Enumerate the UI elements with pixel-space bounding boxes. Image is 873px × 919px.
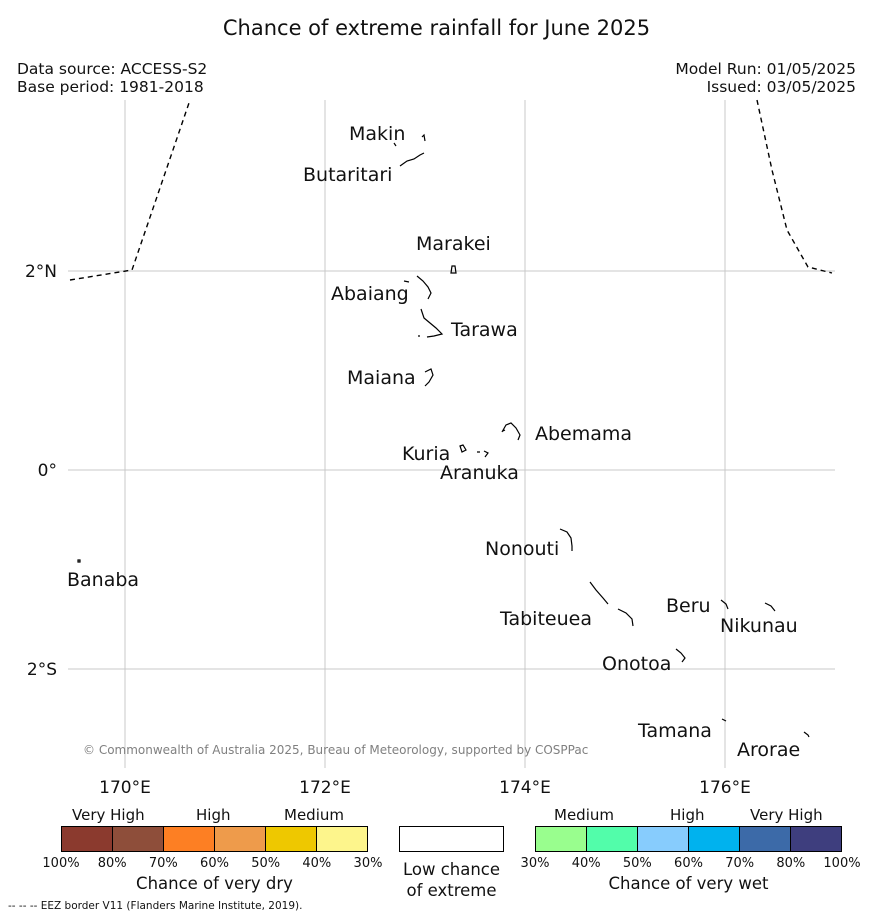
lat-label-2s: 2°S — [27, 660, 57, 680]
island-abemama — [501, 422, 521, 441]
island-kuria — [459, 444, 467, 453]
low-chance-line1: Low chance — [402, 860, 501, 879]
island-outlines — [77, 133, 810, 738]
issued-date: Issued: 03/05/2025 — [706, 78, 856, 96]
place-maiana: Maiana — [347, 367, 416, 389]
island-aranuka — [477, 450, 489, 458]
place-banaba: Banaba — [67, 569, 139, 591]
dry-swatch-3 — [215, 827, 266, 851]
dry-swatch-4 — [266, 827, 317, 851]
wet-cat-medium: Medium — [554, 806, 614, 824]
wet-tick-5: 80% — [776, 856, 806, 871]
place-onotoa: Onotoa — [602, 653, 671, 675]
place-abaiang: Abaiang — [331, 283, 409, 305]
low-chance-swatch — [399, 826, 504, 852]
island-marakei — [450, 265, 457, 274]
wet-cat-high: High — [670, 806, 705, 824]
island-nonouti — [559, 528, 573, 551]
place-kuria: Kuria — [402, 443, 450, 465]
place-nikunau: Nikunau — [720, 615, 798, 637]
island-arorae — [803, 731, 810, 738]
map-title: Chance of extreme rainfall for June 2025 — [222, 16, 651, 40]
wet-swatch-2 — [638, 827, 689, 851]
wet-tick-6: 100% — [823, 856, 861, 871]
island-tabiteuea — [589, 581, 634, 627]
wet-swatch-3 — [689, 827, 740, 851]
base-period: Base period: 1981-2018 — [17, 78, 204, 96]
lat-labels: 2°N 0° 2°S — [25, 262, 57, 680]
wet-swatch-1 — [587, 827, 638, 851]
island-beru — [720, 599, 729, 610]
low-chance-label: Low chance of extreme — [380, 859, 523, 901]
island-butaritari — [399, 152, 425, 167]
wet-swatch-0 — [536, 827, 587, 851]
place-arorae: Arorae — [737, 739, 800, 761]
wet-tick-0: 30% — [520, 856, 550, 871]
place-beru: Beru — [666, 595, 711, 617]
dry-tick-2: 70% — [148, 856, 178, 871]
island-tarawa — [418, 308, 444, 338]
dry-tick-6: 30% — [353, 856, 383, 871]
dry-cat-high: High — [196, 806, 231, 824]
copyright-notice: © Commonwealth of Australia 2025, Bureau… — [83, 743, 588, 757]
dry-tick-4: 50% — [251, 856, 281, 871]
wet-tick-1: 40% — [571, 856, 601, 871]
place-labels: Makin Butaritari Marakei Abaiang Tarawa … — [67, 123, 800, 761]
lat-label-0: 0° — [38, 461, 57, 481]
wet-tick-3: 60% — [674, 856, 703, 871]
wet-swatch-5 — [791, 827, 841, 851]
lon-label-170e: 170°E — [99, 778, 151, 798]
island-maiana — [424, 368, 434, 387]
dry-swatch-2 — [164, 827, 215, 851]
lat-label-2n: 2°N — [25, 262, 57, 282]
graticule — [68, 100, 835, 768]
place-butaritari: Butaritari — [303, 164, 392, 186]
island-banaba — [77, 559, 81, 563]
place-makin: Makin — [349, 123, 405, 145]
eez-border — [69, 99, 833, 281]
wet-colorbar — [535, 826, 842, 852]
dry-tick-0: 100% — [42, 856, 80, 871]
island-tamana — [721, 718, 727, 722]
dry-cat-medium: Medium — [284, 806, 344, 824]
lon-label-176e: 176°E — [699, 778, 751, 798]
low-chance-line2: of extreme — [406, 881, 497, 900]
eez-border-west — [69, 99, 191, 281]
dry-colorbar — [61, 826, 368, 852]
run-info: Model Run: 01/05/2025 Issued: 03/05/2025 — [675, 60, 856, 96]
island-makin — [393, 133, 426, 147]
island-nikunau — [764, 602, 776, 612]
dry-swatch-5 — [317, 827, 367, 851]
model-run: Model Run: 01/05/2025 — [675, 60, 856, 78]
island-onotoa — [675, 648, 686, 663]
place-marakei: Marakei — [416, 233, 491, 255]
place-tarawa: Tarawa — [450, 319, 518, 341]
wet-tick-2: 50% — [622, 856, 652, 871]
lon-labels: 170°E 172°E 174°E 176°E — [99, 778, 751, 798]
place-nonouti: Nonouti — [485, 538, 559, 560]
lon-label-172e: 172°E — [299, 778, 351, 798]
dry-tick-3: 60% — [200, 856, 229, 871]
place-abemama: Abemama — [535, 423, 632, 445]
place-aranuka: Aranuka — [440, 462, 519, 484]
dry-tick-1: 80% — [97, 856, 127, 871]
place-tabiteuea: Tabiteuea — [499, 608, 592, 630]
island-abaiang — [403, 275, 432, 300]
lon-label-174e: 174°E — [499, 778, 551, 798]
dry-legend-label: Chance of very dry — [136, 874, 293, 893]
eez-footnote: -- -- -- EEZ border V11 (Flanders Marine… — [8, 900, 303, 912]
wet-legend-label: Chance of very wet — [608, 874, 769, 893]
wet-cat-very-high: Very High — [750, 806, 823, 824]
dry-swatch-0 — [62, 827, 113, 851]
dry-swatch-1 — [113, 827, 164, 851]
wet-tick-4: 70% — [725, 856, 755, 871]
place-tamana: Tamana — [637, 720, 712, 742]
wet-swatch-4 — [740, 827, 791, 851]
eez-border-east — [756, 99, 833, 274]
data-source: Data source: ACCESS-S2 — [17, 60, 208, 78]
data-info: Data source: ACCESS-S2 Base period: 1981… — [17, 60, 207, 96]
dry-tick-5: 40% — [302, 856, 332, 871]
dry-cat-very-high: Very High — [72, 806, 145, 824]
